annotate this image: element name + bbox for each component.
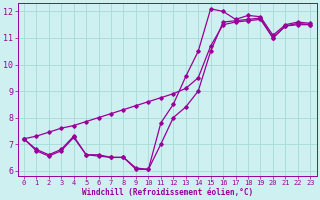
X-axis label: Windchill (Refroidissement éolien,°C): Windchill (Refroidissement éolien,°C) (82, 188, 253, 197)
